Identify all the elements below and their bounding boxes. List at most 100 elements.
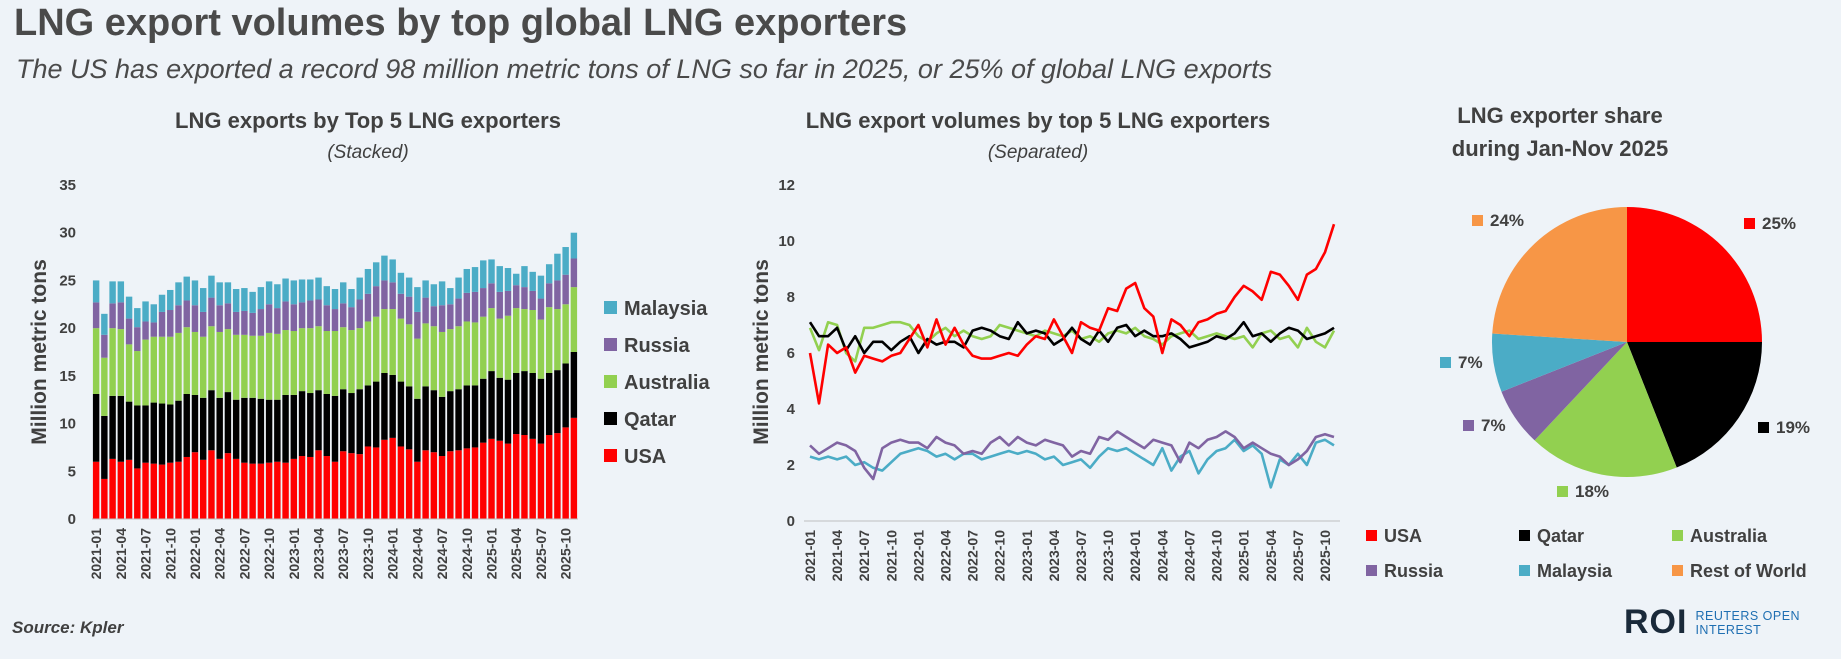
chart3-slice-qatar [1627,342,1762,468]
chart2-line-russia [809,430,1335,481]
chart1-bar-usa [455,450,462,519]
chart1-bar-malaysia [348,289,355,308]
chart1-bar-malaysia [496,266,503,292]
chart1-bar-australia [488,308,495,372]
chart1-bar-australia [307,328,314,394]
chart1-bar-russia [191,305,199,332]
chart1-bar-malaysia [191,280,199,306]
chart1-bar-qatar [447,391,454,452]
chart3-data-label: 19% [1776,418,1810,437]
chart1-bar-russia [249,312,256,336]
chart1-bar-qatar [414,398,421,462]
chart2-ylabel: Million metric tons [750,259,773,445]
chart1-bar-malaysia [216,282,223,306]
chart1-bar-usa [488,438,495,519]
chart1-bar-russia [117,302,125,330]
chart1-bar-australia [422,323,429,387]
chart2-xtick-label: 2022-07 [965,530,981,582]
chart1-bar-malaysia [438,281,446,306]
chart1-bar-russia [101,334,108,358]
chart1-xtick-label: 2025-07 [533,528,549,580]
chart1-bar-usa [158,464,166,519]
chart1-bar-malaysia [447,288,454,305]
chart1-bar-qatar [167,404,174,463]
chart1-xtick-label: 2021-01 [88,528,104,580]
chart1-bar-qatar [405,386,413,450]
chart1-bar-australia [224,329,232,393]
chart3-legend-swatch [1672,565,1683,576]
chart1-bar-australia [183,327,190,394]
chart1-bar-malaysia [545,264,553,284]
chart1-bar-australia [331,331,339,396]
chart1-bar-russia [422,297,429,324]
chart1-bar-australia [199,336,207,398]
chart1-bar-australia [208,326,215,391]
chart3-data-label: 7% [1481,416,1506,435]
chart1-bar-russia [282,301,289,331]
chart1-bar-qatar [92,393,100,462]
chart1-bar-russia [323,305,330,332]
chart1-bar-usa [150,463,157,519]
chart3-data-label-marker [1744,218,1755,229]
chart1-bar-malaysia [315,277,322,300]
chart1-bar-australia [249,335,256,398]
chart1-bar-malaysia [307,279,314,301]
chart1-bar-australia [158,336,166,404]
chart1-bar-australia [298,328,306,392]
chart1-bar-usa [274,461,281,519]
chart2-line-qatar [808,320,1335,355]
chart1-bar-usa [340,451,347,519]
chart1-bar-russia [356,299,363,329]
chart1-bar-qatar [389,374,396,438]
chart3-slice-usa [1627,207,1762,342]
chart1-bar-qatar [307,393,314,457]
chart1-bar-usa [191,452,199,519]
chart1-bar-australia [290,331,298,395]
chart1-bar-usa [389,437,396,519]
chart1-bar-russia [175,305,182,333]
chart1-bar-qatar [175,400,182,462]
chart1-bar-australia [397,318,405,382]
chart1-xtick-label: 2022-01 [187,528,203,580]
chart1-bar-malaysia [232,289,240,312]
chart1-bar-malaysia [150,304,157,323]
chart1-bar-malaysia [109,281,116,304]
chart1-bar-malaysia [562,247,569,275]
chart1-bar-qatar [208,390,215,451]
chart1-bar-qatar [109,395,116,459]
chart1-bar-usa [545,435,553,519]
chart1-bar-usa [125,459,133,519]
chart1-bar-malaysia [92,280,100,303]
chart1-bar-russia [438,305,446,332]
chart1-legend-label: Russia [624,335,690,357]
chart2-subtitle: (Separated) [988,142,1088,163]
chart1-bar-russia [513,285,520,309]
chart1-bar-malaysia [381,255,388,281]
chart1-bar-usa [414,461,421,519]
chart1-bar-russia [529,290,536,311]
chart1-bar-usa [397,446,405,519]
chart1-bar-qatar [570,352,578,418]
chart2-ytick-label: 8 [787,289,795,306]
chart1-bar-qatar [216,397,223,459]
chart1-bar-russia [372,286,380,317]
chart1-bar-australia [265,332,273,400]
chart1-bar-usa [331,461,339,519]
chart1-bar-usa [265,462,273,519]
chart1-xtick-label: 2023-10 [360,528,376,580]
chart1-bar-usa [323,456,330,519]
chart1-bar-russia [265,304,273,333]
chart3-data-label-marker [1463,420,1474,431]
chart1-bar-malaysia [521,266,528,288]
chart1-xtick-label: 2024-01 [385,528,401,580]
chart1-ytick-label: 5 [68,463,76,480]
chart1-bar-australia [191,331,199,395]
chart1-bar-malaysia [480,260,487,289]
chart1-bar-russia [109,303,116,329]
chart1-legend-swatch [604,301,617,314]
chart1-bar-australia [447,329,454,392]
chart1-xtick-label: 2025-04 [508,528,524,580]
chart3-legend-label: USA [1384,526,1422,546]
chart1-legend-label: USA [624,446,666,468]
chart1-bar-usa [199,459,207,519]
